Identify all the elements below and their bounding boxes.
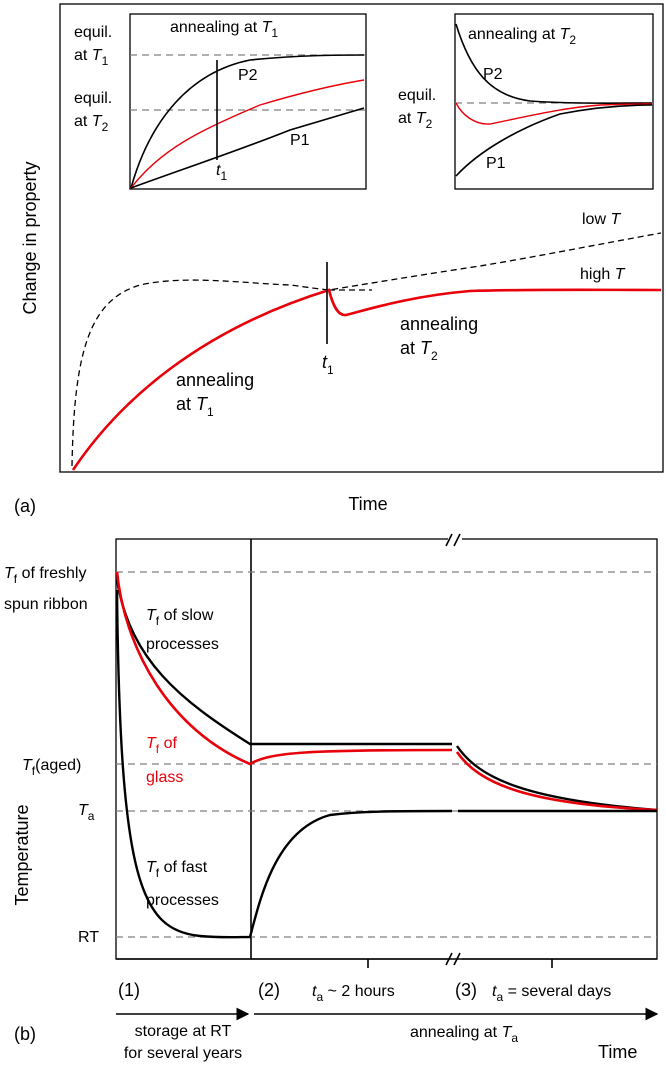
inset-1-p2-label: P2 bbox=[238, 67, 258, 84]
segment-2-label: (2) bbox=[258, 980, 280, 1000]
low-t-curve bbox=[71, 232, 662, 467]
storage-label: storage at RT bbox=[135, 1023, 232, 1040]
fast-process-label-2: processes bbox=[146, 892, 219, 909]
y-label-tf-fresh: Tf of freshly bbox=[4, 565, 86, 586]
panel-b-ylabel: Temperature bbox=[12, 804, 32, 905]
panel-a-ylabel: Change in property bbox=[20, 161, 40, 314]
inset-1-p1-label: P1 bbox=[290, 132, 310, 149]
fast-process-label: Tf of fast bbox=[146, 859, 208, 880]
inset-2-p1-label: P1 bbox=[486, 155, 506, 172]
inset-1-equil-t1-label-2: at T1 bbox=[74, 47, 109, 68]
low-t-label: low T bbox=[582, 211, 621, 228]
annealing-t1-label: annealing bbox=[176, 370, 254, 390]
y-label-tf-fresh-2: spun ribbon bbox=[4, 596, 88, 613]
fast-process-curve bbox=[115, 589, 453, 939]
segment-1-label: (1) bbox=[118, 980, 140, 1000]
slow-process-label-2: processes bbox=[146, 636, 219, 653]
y-label-tf-aged: Tf(aged) bbox=[22, 757, 81, 778]
axis-break-top bbox=[445, 532, 462, 547]
glass-label: Tf of bbox=[146, 735, 177, 756]
slow-process-label: Tf of slow bbox=[146, 607, 214, 628]
inset-2-p2-curve bbox=[455, 23, 653, 104]
segment-2-duration: ta ~ 2 hours bbox=[312, 983, 395, 1004]
inset-2-frame bbox=[454, 13, 654, 190]
inset-2-glass-curve bbox=[455, 102, 653, 125]
inset-1-equil-t1-label: equil. bbox=[74, 24, 112, 41]
annealing-t2-label-2: at T2 bbox=[400, 338, 438, 363]
panel-a-xlabel: Time bbox=[348, 494, 387, 514]
inset-2-title: annealing at T2 bbox=[468, 26, 576, 47]
panel-b-tag: (b) bbox=[14, 1024, 36, 1044]
storage-label-2: for several years bbox=[124, 1045, 242, 1062]
inset-1-p2-curve bbox=[130, 54, 365, 189]
annealing-t1-label-2: at T1 bbox=[176, 394, 214, 419]
annealing-t2-label: annealing bbox=[400, 314, 478, 334]
inset-1-equil-t2-label-2: at T2 bbox=[74, 113, 109, 134]
inset-1-equil-t2-label: equil. bbox=[74, 90, 112, 107]
inset-2-p1-curve bbox=[455, 104, 653, 177]
inset-2-equil-label: equil. bbox=[398, 87, 436, 104]
panel-a-frame bbox=[59, 3, 664, 473]
inset-2-p2-label: P2 bbox=[483, 66, 503, 83]
inset-annealing-t2: annealing at T2 P2 P1 equil. at T2 bbox=[398, 13, 654, 190]
inset-1-frame bbox=[129, 13, 367, 190]
annealing-ta-label: annealing at Ta bbox=[410, 1024, 518, 1045]
slow-process-curve bbox=[115, 579, 452, 746]
t1-label: t1 bbox=[322, 352, 334, 377]
segment-3-label: (3) bbox=[455, 980, 477, 1000]
y-label-ta: Ta bbox=[78, 802, 95, 823]
inset-1-glass-curve bbox=[130, 79, 365, 189]
inset-1-title: annealing at T1 bbox=[170, 19, 278, 40]
glass-curve bbox=[115, 571, 453, 766]
y-label-rt: RT bbox=[78, 929, 99, 946]
panel-b-xlabel: Time bbox=[598, 1042, 637, 1062]
panel-b: Temperature Tf of freshly spun ribbon Tf… bbox=[4, 532, 659, 1062]
high-t-label: high T bbox=[580, 266, 626, 283]
glass-curve-2 bbox=[455, 751, 658, 812]
panel-a-tag: (a) bbox=[14, 496, 36, 516]
property-curve bbox=[71, 288, 662, 471]
inset-2-equil-label-2: at T2 bbox=[398, 110, 433, 131]
inset-1-p1-curve bbox=[130, 107, 365, 189]
inset-annealing-t1: annealing at T1 P2 P1 t1 equil. at T1 eq… bbox=[74, 13, 367, 190]
slow-process-curve-2 bbox=[456, 745, 658, 812]
panel-a: Change in property Time (a) t1 low T hig… bbox=[14, 3, 664, 516]
inset-1-t1-label: t1 bbox=[216, 162, 227, 183]
segment-3-duration: ta = several days bbox=[492, 983, 611, 1004]
glass-label-2: glass bbox=[146, 769, 183, 786]
